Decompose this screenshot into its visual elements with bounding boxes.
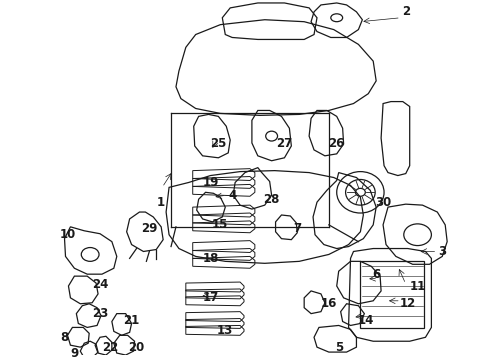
Text: 7: 7 <box>293 222 301 235</box>
Text: 28: 28 <box>264 193 280 206</box>
Text: 8: 8 <box>60 331 69 344</box>
Text: 22: 22 <box>102 341 118 354</box>
Text: 26: 26 <box>328 136 345 149</box>
Text: 21: 21 <box>123 314 140 327</box>
Text: 25: 25 <box>210 136 226 149</box>
Text: 9: 9 <box>70 347 78 360</box>
Text: 30: 30 <box>375 196 391 209</box>
Text: 15: 15 <box>212 219 228 231</box>
Text: 2: 2 <box>402 5 410 18</box>
Text: 12: 12 <box>400 297 416 310</box>
Text: 16: 16 <box>320 297 337 310</box>
Text: 1: 1 <box>157 196 165 209</box>
Text: 6: 6 <box>372 268 380 281</box>
Text: 5: 5 <box>335 341 343 354</box>
Text: 20: 20 <box>128 341 145 354</box>
Bar <box>360 261 424 328</box>
Text: 10: 10 <box>59 228 75 241</box>
Text: 11: 11 <box>410 279 426 293</box>
Text: 3: 3 <box>438 245 446 258</box>
Text: 24: 24 <box>92 278 108 291</box>
Text: 23: 23 <box>92 307 108 320</box>
Text: 19: 19 <box>202 176 219 189</box>
Text: 27: 27 <box>276 136 293 149</box>
Text: 17: 17 <box>202 291 219 304</box>
Text: 14: 14 <box>358 314 374 327</box>
Text: 29: 29 <box>141 222 157 235</box>
Text: 13: 13 <box>217 324 233 337</box>
Text: 18: 18 <box>202 252 219 265</box>
Text: 4: 4 <box>228 189 236 202</box>
